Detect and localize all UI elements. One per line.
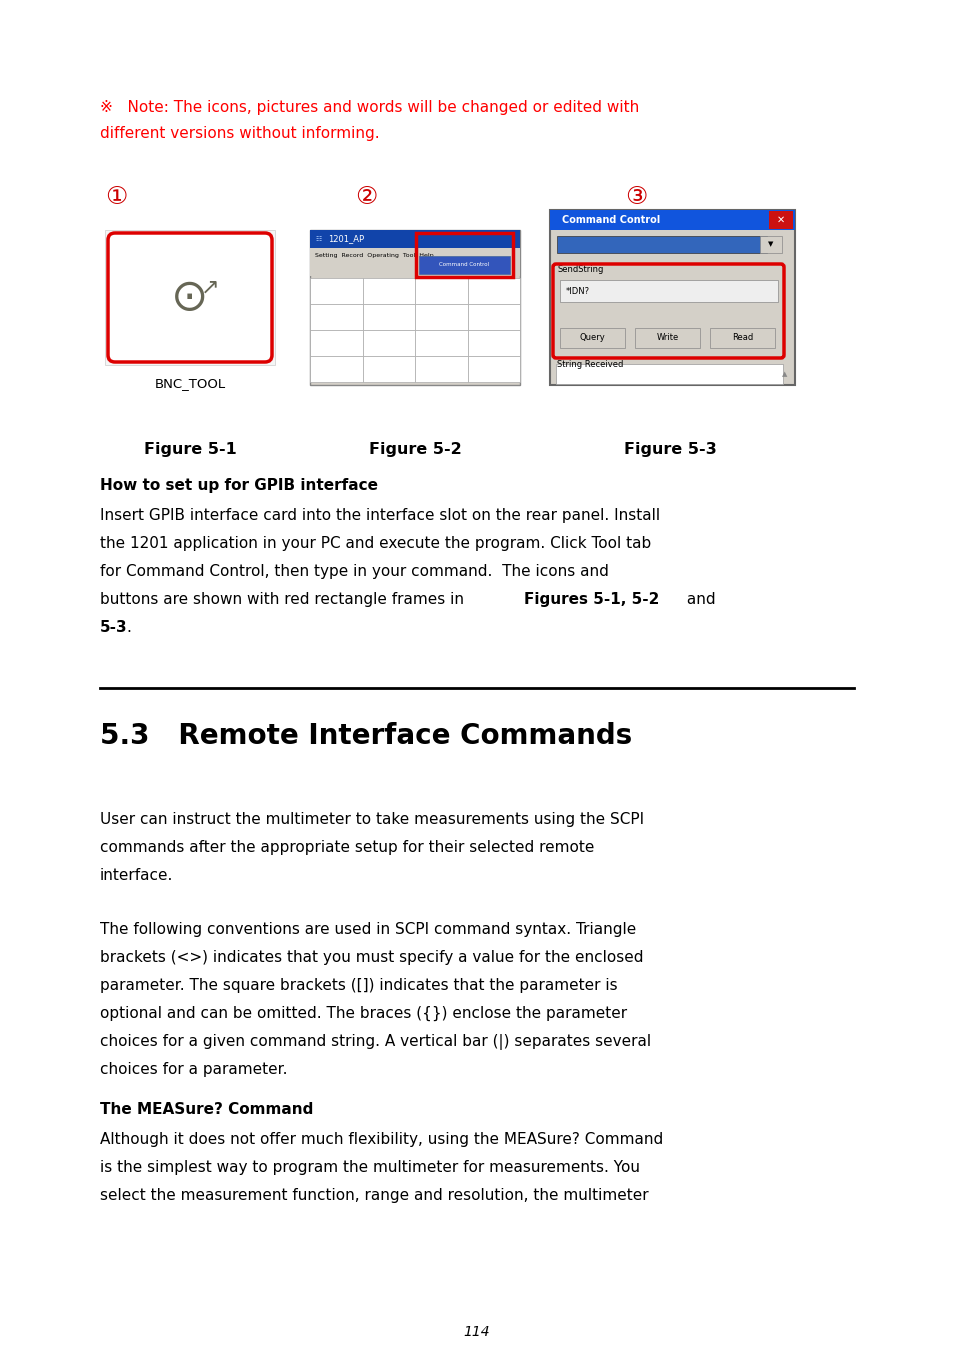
Text: choices for a parameter.: choices for a parameter.	[100, 1062, 287, 1077]
FancyBboxPatch shape	[559, 280, 778, 303]
Text: is the simplest way to program the multimeter for measurements. You: is the simplest way to program the multi…	[100, 1161, 639, 1175]
Text: ↗: ↗	[200, 277, 219, 297]
Text: The MEASure? Command: The MEASure? Command	[100, 1102, 313, 1117]
Text: ③: ③	[624, 185, 647, 209]
Text: select the measurement function, range and resolution, the multimeter: select the measurement function, range a…	[100, 1188, 648, 1202]
FancyBboxPatch shape	[559, 328, 624, 349]
FancyBboxPatch shape	[310, 262, 519, 276]
FancyBboxPatch shape	[467, 304, 519, 330]
Text: ⊙: ⊙	[172, 276, 209, 319]
Text: BNC_TOOL: BNC_TOOL	[154, 377, 225, 390]
FancyBboxPatch shape	[467, 357, 519, 382]
Text: Command Control: Command Control	[439, 262, 489, 267]
Text: SendString: SendString	[557, 265, 602, 274]
FancyBboxPatch shape	[310, 278, 362, 304]
Text: Figure 5-1: Figure 5-1	[144, 442, 236, 457]
Text: Figure 5-2: Figure 5-2	[368, 442, 461, 457]
Text: 114: 114	[463, 1325, 490, 1339]
Text: Insert GPIB interface card into the interface slot on the rear panel. Install: Insert GPIB interface card into the inte…	[100, 508, 659, 523]
Text: choices for a given command string. A vertical bar (|) separates several: choices for a given command string. A ve…	[100, 1034, 651, 1050]
Text: Command Control: Command Control	[561, 215, 659, 226]
FancyBboxPatch shape	[310, 249, 519, 262]
FancyBboxPatch shape	[557, 236, 766, 253]
Text: ☷: ☷	[314, 236, 321, 242]
Text: interface.: interface.	[100, 867, 173, 884]
FancyBboxPatch shape	[760, 236, 781, 253]
Text: ①: ①	[105, 185, 128, 209]
Text: different versions without informing.: different versions without informing.	[100, 126, 379, 141]
Text: Figures 5-1, 5-2: Figures 5-1, 5-2	[523, 592, 659, 607]
FancyBboxPatch shape	[415, 304, 467, 330]
Text: Setting  Record  Operating  Tool  Help: Setting Record Operating Tool Help	[314, 253, 434, 258]
Text: the 1201 application in your PC and execute the program. Click Tool tab: the 1201 application in your PC and exec…	[100, 536, 651, 551]
FancyBboxPatch shape	[550, 209, 794, 230]
FancyBboxPatch shape	[310, 230, 519, 385]
FancyBboxPatch shape	[362, 330, 415, 357]
FancyBboxPatch shape	[310, 230, 519, 249]
Text: parameter. The square brackets ([]) indicates that the parameter is: parameter. The square brackets ([]) indi…	[100, 978, 617, 993]
Text: User can instruct the multimeter to take measurements using the SCPI: User can instruct the multimeter to take…	[100, 812, 643, 827]
Text: ▼: ▼	[767, 242, 773, 247]
Text: brackets (<>) indicates that you must specify a value for the enclosed: brackets (<>) indicates that you must sp…	[100, 950, 643, 965]
FancyBboxPatch shape	[418, 255, 510, 274]
FancyBboxPatch shape	[768, 211, 792, 230]
Text: commands after the appropriate setup for their selected remote: commands after the appropriate setup for…	[100, 840, 594, 855]
Text: Figure 5-3: Figure 5-3	[623, 442, 716, 457]
Text: The following conventions are used in SCPI command syntax. Triangle: The following conventions are used in SC…	[100, 921, 636, 938]
Text: How to set up for GPIB interface: How to set up for GPIB interface	[100, 478, 377, 493]
Text: *IDN?: *IDN?	[565, 286, 590, 296]
FancyBboxPatch shape	[362, 304, 415, 330]
FancyBboxPatch shape	[467, 330, 519, 357]
Text: 5-3: 5-3	[100, 620, 128, 635]
Text: for Command Control, then type in your command.  The icons and: for Command Control, then type in your c…	[100, 563, 608, 580]
FancyBboxPatch shape	[310, 357, 362, 382]
FancyBboxPatch shape	[310, 330, 362, 357]
FancyBboxPatch shape	[108, 232, 272, 362]
FancyBboxPatch shape	[362, 278, 415, 304]
FancyBboxPatch shape	[105, 230, 274, 365]
Text: ※   Note: The icons, pictures and words will be changed or edited with: ※ Note: The icons, pictures and words wi…	[100, 100, 639, 115]
FancyBboxPatch shape	[550, 209, 794, 385]
Text: buttons are shown with red rectangle frames in: buttons are shown with red rectangle fra…	[100, 592, 468, 607]
Text: ✕: ✕	[776, 215, 784, 226]
FancyBboxPatch shape	[635, 328, 700, 349]
Text: Although it does not offer much flexibility, using the MEASure? Command: Although it does not offer much flexibil…	[100, 1132, 662, 1147]
Text: Query: Query	[579, 334, 605, 343]
Text: Write: Write	[656, 334, 678, 343]
FancyBboxPatch shape	[415, 278, 467, 304]
Text: String Received: String Received	[557, 359, 622, 369]
FancyBboxPatch shape	[709, 328, 774, 349]
Text: ②: ②	[355, 185, 377, 209]
FancyBboxPatch shape	[556, 363, 782, 384]
FancyBboxPatch shape	[310, 304, 362, 330]
FancyBboxPatch shape	[415, 330, 467, 357]
Text: optional and can be omitted. The braces ({}) enclose the parameter: optional and can be omitted. The braces …	[100, 1006, 626, 1021]
FancyBboxPatch shape	[415, 357, 467, 382]
Text: ▲: ▲	[781, 372, 787, 377]
Text: Read: Read	[731, 334, 752, 343]
Text: 1201_AP: 1201_AP	[328, 235, 364, 243]
Text: .: .	[126, 620, 131, 635]
FancyBboxPatch shape	[467, 278, 519, 304]
FancyBboxPatch shape	[362, 357, 415, 382]
Text: and: and	[681, 592, 715, 607]
Text: 5.3   Remote Interface Commands: 5.3 Remote Interface Commands	[100, 721, 632, 750]
